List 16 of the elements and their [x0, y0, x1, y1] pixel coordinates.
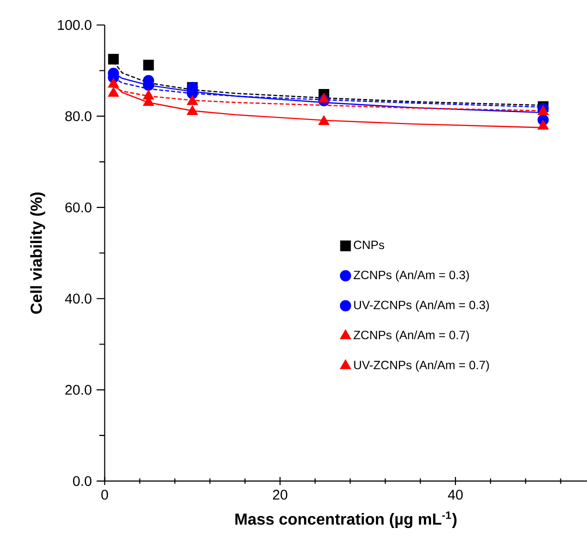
- x-tick-label: 0: [101, 490, 108, 500]
- y-tick-label: 20.0: [65, 384, 92, 395]
- y-tick-label: 0.0: [73, 476, 92, 486]
- y-tick-label: 80.0: [65, 111, 92, 122]
- y-tick-label: 60.0: [65, 202, 92, 212]
- x-axis-title: Mass concentration (µg mL$^{-1}$): [235, 511, 457, 528]
- y-tick-label: 40.0: [65, 294, 92, 304]
- x-tick-label: 40: [448, 490, 463, 500]
- y-axis-title: Cell viability (%): [30, 192, 46, 314]
- legend-label: ZCNPs (An/Am = 0.3): [354, 270, 469, 282]
- x-tick-label: 20: [272, 490, 288, 500]
- legend-label: CNPs: [354, 240, 384, 250]
- legend-label: UV-ZCNPs (An/Am = 0.7): [354, 360, 489, 372]
- legend-label: UV-ZCNPs (An/Am = 0.3): [354, 300, 489, 312]
- y-tick-label: 100.0: [58, 20, 92, 30]
- legend-label: ZCNPs (An/Am = 0.7): [354, 330, 469, 342]
